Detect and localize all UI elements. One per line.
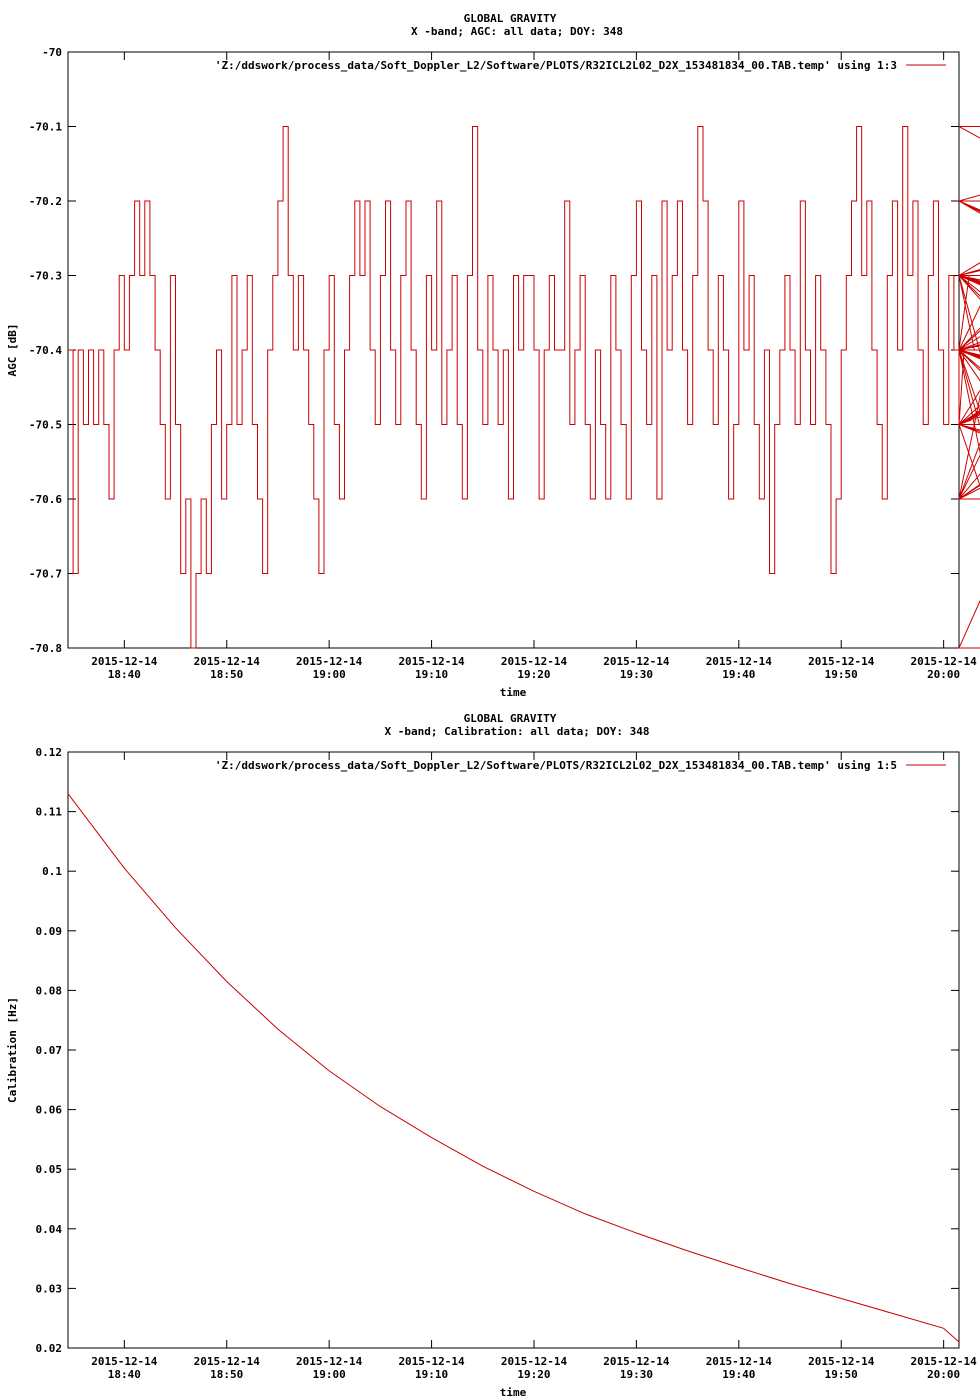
calibration-y-tick-label: 0.02 xyxy=(36,1342,63,1355)
agc-x-tick-date: 2015-12-14 xyxy=(911,655,978,668)
calibration-x-tick-time: 20:00 xyxy=(927,1368,960,1381)
agc-x-tick-time: 18:50 xyxy=(210,668,243,681)
calibration-series-line xyxy=(67,793,960,1343)
calibration-x-axis-label: time xyxy=(500,1386,527,1399)
agc-x-tick-date: 2015-12-14 xyxy=(501,655,568,668)
calibration-x-tick-date: 2015-12-14 xyxy=(398,1355,465,1368)
calibration-x-tick-time: 19:30 xyxy=(620,1368,653,1381)
agc-y-tick-label: -70.8 xyxy=(29,642,62,655)
agc-y-tick-label: -70.6 xyxy=(29,493,62,506)
calibration-x-tick-time: 18:50 xyxy=(210,1368,243,1381)
agc-y-axis: -70 -70.1 -70.2 -70.3 -70.4 -70.5 -70.6 -70.7 -7… xyxy=(29,46,959,655)
calibration-x-tick-time: 18:40 xyxy=(108,1368,141,1381)
calibration-y-tick-label: 0.03 xyxy=(36,1282,63,1295)
agc-y-tick-label: -70.7 xyxy=(29,568,62,581)
agc-x-axis: 2015-12-1418:402015-12-1418:502015-12-14… xyxy=(91,52,977,681)
calibration-x-tick-time: 19:10 xyxy=(415,1368,448,1381)
agc-x-tick-date: 2015-12-14 xyxy=(603,655,670,668)
calibration-y-tick-label: 0.04 xyxy=(36,1223,63,1236)
agc-x-tick-time: 19:10 xyxy=(415,668,448,681)
calibration-x-tick-date: 2015-12-14 xyxy=(91,1355,158,1368)
calibration-chart-title: GLOBAL GRAVITY xyxy=(464,712,557,725)
agc-x-tick-time: 19:40 xyxy=(722,668,755,681)
calibration-x-tick-date: 2015-12-14 xyxy=(706,1355,773,1368)
calibration-x-axis: 2015-12-1418:402015-12-1418:502015-12-14… xyxy=(91,752,977,1381)
calibration-y-tick-label: 0.06 xyxy=(36,1104,63,1117)
calibration-x-tick-date: 2015-12-14 xyxy=(501,1355,568,1368)
agc-y-tick-label: -70.3 xyxy=(29,270,62,283)
calibration-plot-frame xyxy=(67,751,960,1349)
calibration-y-tick-label: 0.1 xyxy=(42,865,62,878)
agc-x-tick-time: 18:40 xyxy=(108,668,141,681)
calibration-y-tick-label: 0.07 xyxy=(36,1044,63,1057)
calibration-x-tick-date: 2015-12-14 xyxy=(911,1355,978,1368)
calibration-x-tick-date: 2015-12-14 xyxy=(808,1355,875,1368)
calibration-y-tick-label: 0.09 xyxy=(36,925,63,938)
calibration-x-tick-time: 19:20 xyxy=(517,1368,550,1381)
agc-x-tick-date: 2015-12-14 xyxy=(398,655,465,668)
agc-y-axis-label: AGC [dB] xyxy=(6,324,19,377)
agc-x-tick-time: 19:20 xyxy=(517,668,550,681)
calibration-chart: GLOBAL GRAVITY X -band; Calibration: all… xyxy=(6,712,977,1399)
agc-chart-subtitle: X -band; AGC: all data; DOY: 348 xyxy=(411,25,623,38)
calibration-x-tick-date: 2015-12-14 xyxy=(296,1355,363,1368)
calibration-chart-subtitle: X -band; Calibration: all data; DOY: 348 xyxy=(385,725,650,738)
calibration-x-tick-time: 19:40 xyxy=(722,1368,755,1381)
calibration-x-tick-date: 2015-12-14 xyxy=(603,1355,670,1368)
agc-y-tick-label: -70 xyxy=(42,46,62,59)
calibration-y-axis: 0.12 0.11 0.1 0.09 0.08 0.07 0.06 0.05 0.04 0.03 0… xyxy=(36,746,959,1355)
agc-x-tick-time: 19:50 xyxy=(825,668,858,681)
agc-chart: GLOBAL GRAVITY X -band; AGC: all data; D… xyxy=(6,12,980,699)
agc-series-line xyxy=(68,126,980,649)
calibration-x-tick-time: 19:50 xyxy=(825,1368,858,1381)
calibration-y-tick-label: 0.05 xyxy=(36,1163,63,1176)
agc-x-tick-time: 19:00 xyxy=(313,668,346,681)
agc-x-tick-date: 2015-12-14 xyxy=(706,655,773,668)
agc-x-tick-time: 20:00 xyxy=(927,668,960,681)
calibration-y-axis-label: Calibration [Hz] xyxy=(6,997,19,1103)
calibration-x-tick-date: 2015-12-14 xyxy=(194,1355,261,1368)
calibration-y-tick-label: 0.08 xyxy=(36,984,63,997)
agc-legend-label: 'Z:/ddswork/process_data/Soft_Doppler_L2… xyxy=(215,59,897,72)
agc-y-tick-label: -70.4 xyxy=(29,344,62,357)
agc-y-tick-label: -70.1 xyxy=(29,121,62,134)
calibration-y-tick-label: 0.11 xyxy=(36,806,63,819)
agc-chart-title: GLOBAL GRAVITY xyxy=(464,12,557,25)
agc-y-tick-label: -70.5 xyxy=(29,419,62,432)
calibration-y-tick-label: 0.12 xyxy=(36,746,63,759)
calibration-x-tick-time: 19:00 xyxy=(313,1368,346,1381)
agc-x-axis-label: time xyxy=(500,686,527,699)
agc-x-tick-time: 19:30 xyxy=(620,668,653,681)
agc-x-tick-date: 2015-12-14 xyxy=(91,655,158,668)
agc-x-tick-date: 2015-12-14 xyxy=(808,655,875,668)
agc-x-tick-date: 2015-12-14 xyxy=(194,655,261,668)
agc-x-tick-date: 2015-12-14 xyxy=(296,655,363,668)
agc-y-tick-label: -70.2 xyxy=(29,195,62,208)
calibration-legend-label: 'Z:/ddswork/process_data/Soft_Doppler_L2… xyxy=(215,759,897,772)
